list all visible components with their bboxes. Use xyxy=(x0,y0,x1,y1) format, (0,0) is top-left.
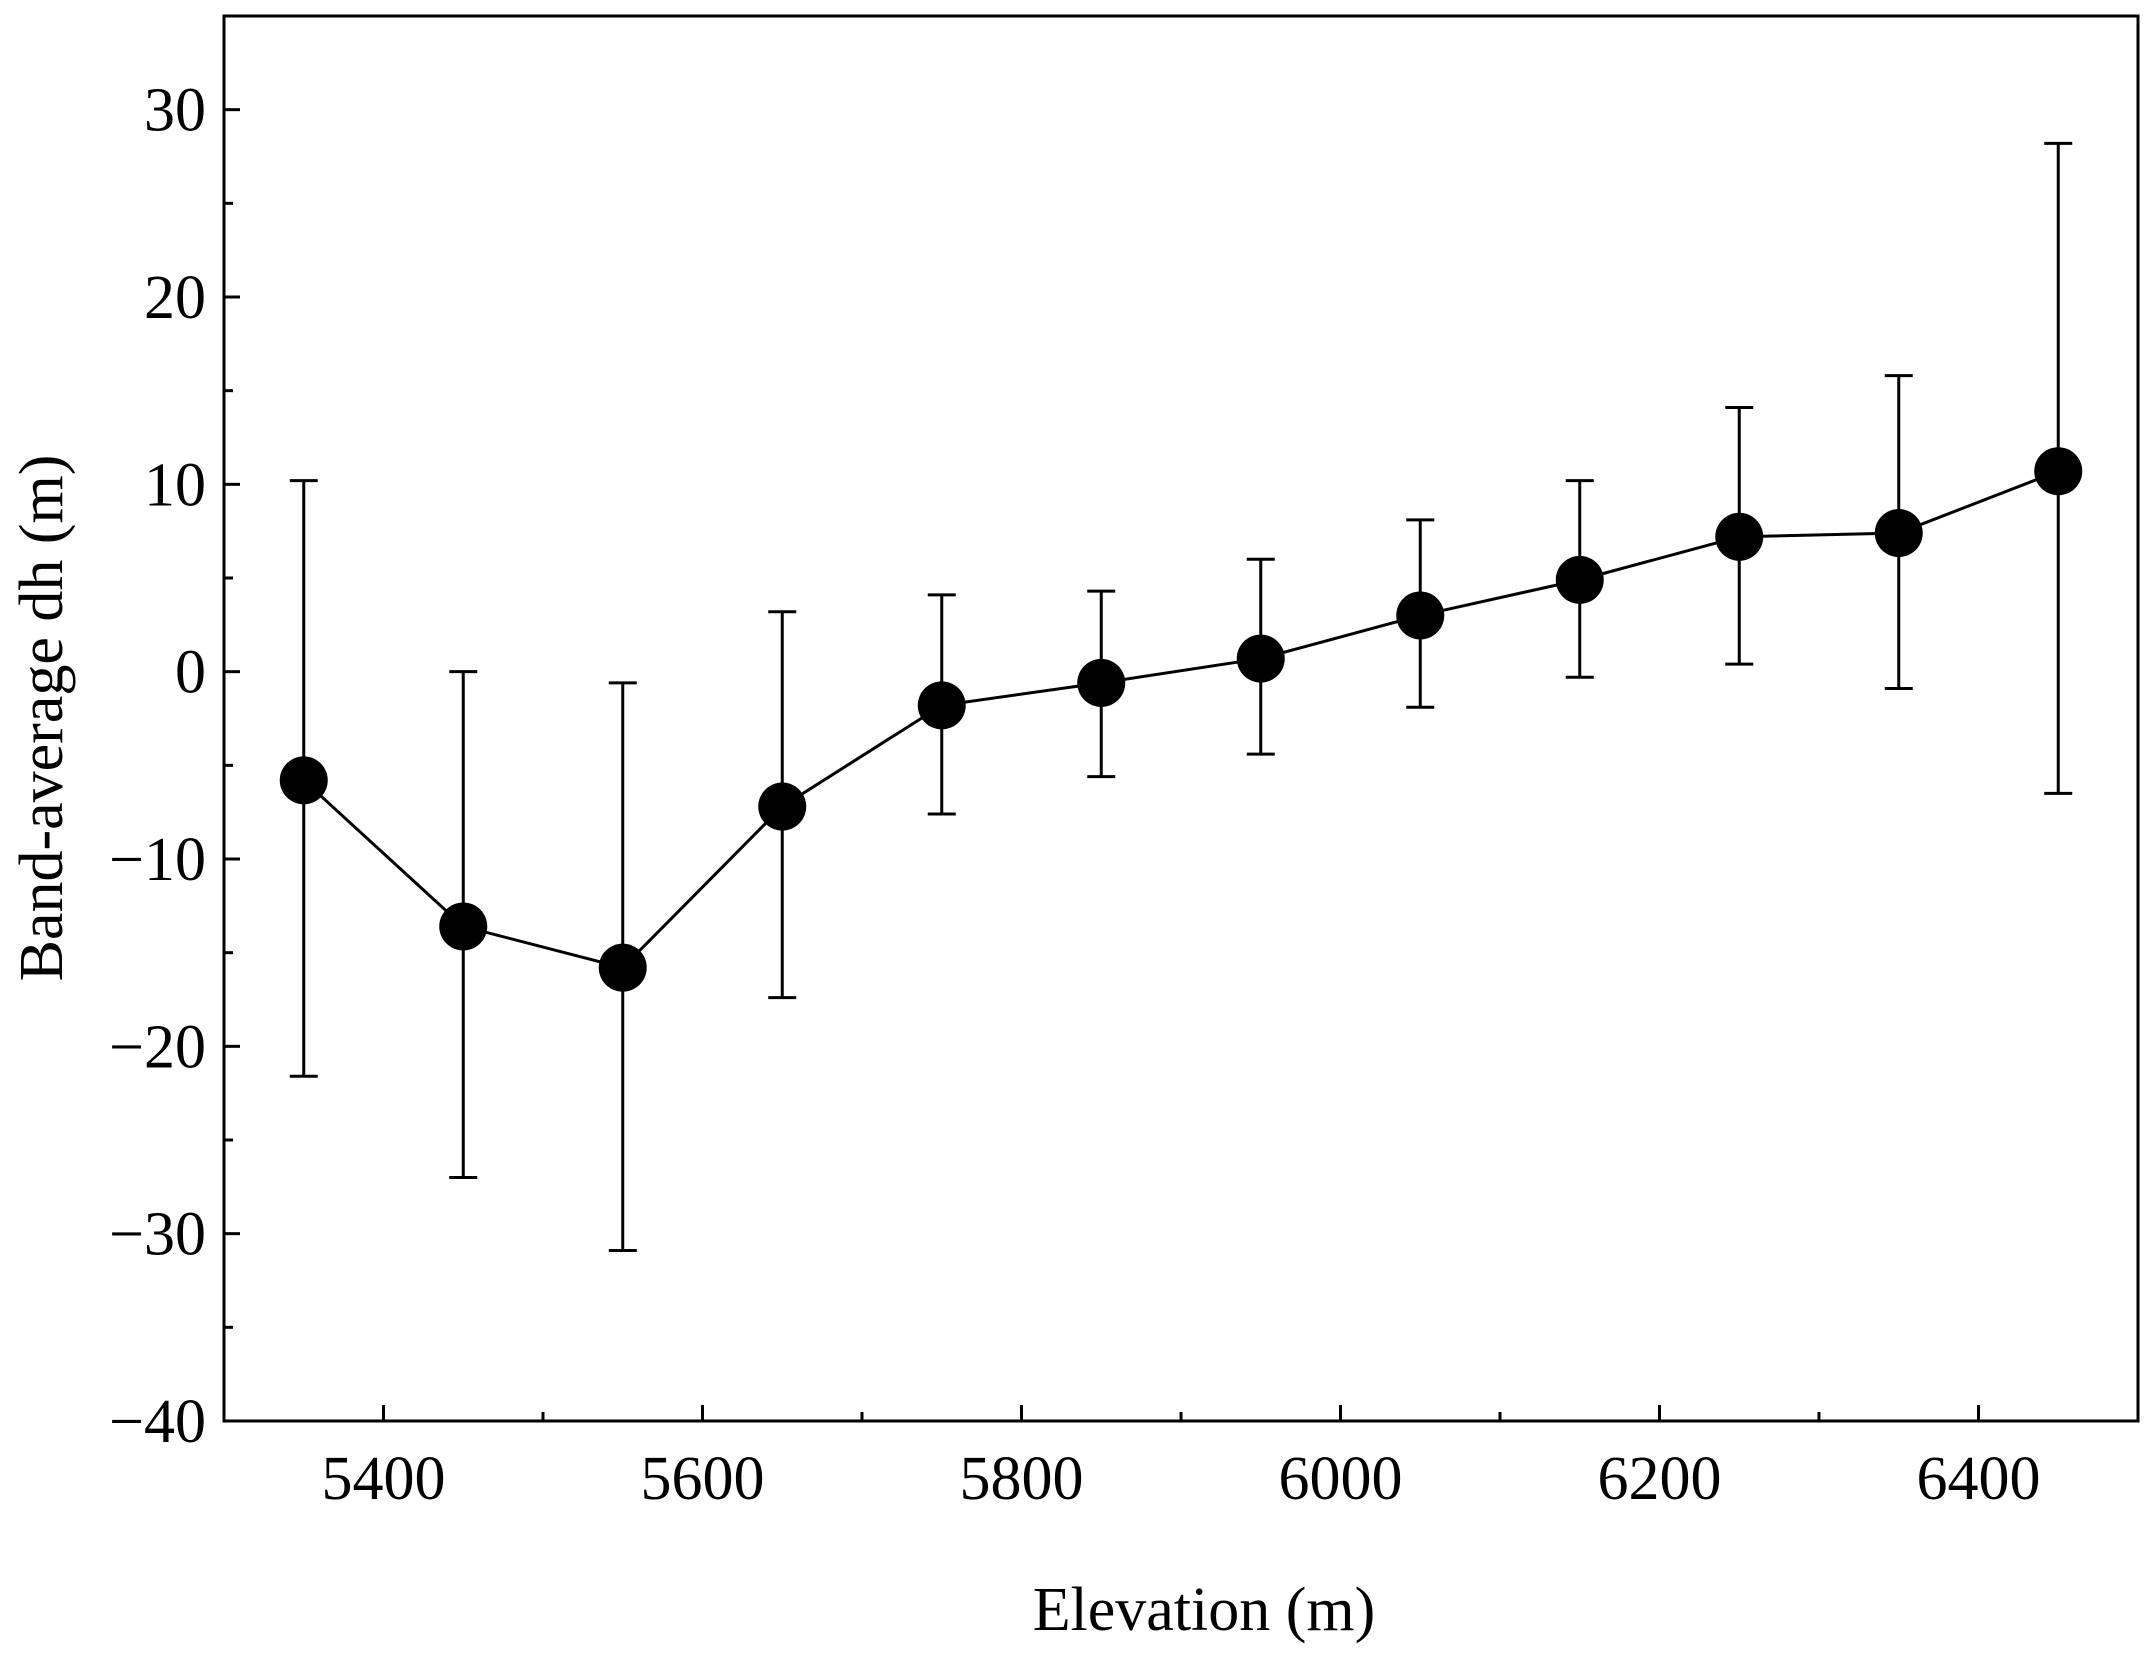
y-tick-label: 10 xyxy=(144,451,206,519)
series-line xyxy=(302,469,2059,970)
data-point xyxy=(1555,555,1604,604)
data-point xyxy=(1077,658,1126,707)
x-tick-label: 6400 xyxy=(1917,1445,2041,1513)
x-axis: 5400 5600 5800 6000 6200 6400 xyxy=(322,1405,2140,1513)
x-tick-label: 5400 xyxy=(322,1445,446,1513)
data-point xyxy=(598,943,647,992)
data-point xyxy=(279,756,328,805)
x-tick-label: 5600 xyxy=(641,1445,765,1513)
y-axis-title: Band-average dh (m) xyxy=(8,455,76,982)
y-tick-label: −30 xyxy=(109,1201,206,1269)
data-point xyxy=(439,902,488,951)
plot-frame xyxy=(222,14,2140,1423)
x-tick-label: 6000 xyxy=(1279,1445,1403,1513)
y-tick-label: 0 xyxy=(175,639,206,707)
x-axis-title: Elevation (m) xyxy=(1033,1576,1376,1644)
x-tick-label: 6200 xyxy=(1598,1445,1722,1513)
data-point xyxy=(1715,512,1764,561)
y-axis: −40 −30 −20 −10 0 10 20 30 xyxy=(109,77,240,1456)
y-tick-label: −10 xyxy=(109,826,206,894)
error-bars xyxy=(289,141,2073,1253)
data-point xyxy=(2034,447,2083,496)
y-tick-label: 30 xyxy=(144,77,206,145)
data-point xyxy=(1236,634,1285,683)
data-markers xyxy=(279,447,2083,992)
y-tick-label: 20 xyxy=(144,264,206,332)
y-tick-label: −20 xyxy=(109,1013,206,1081)
x-tick-label: 5800 xyxy=(960,1445,1084,1513)
data-point xyxy=(917,681,966,730)
data-point xyxy=(758,782,807,831)
data-point xyxy=(1874,509,1923,558)
data-point xyxy=(1396,591,1445,640)
y-tick-label: −40 xyxy=(109,1388,206,1456)
